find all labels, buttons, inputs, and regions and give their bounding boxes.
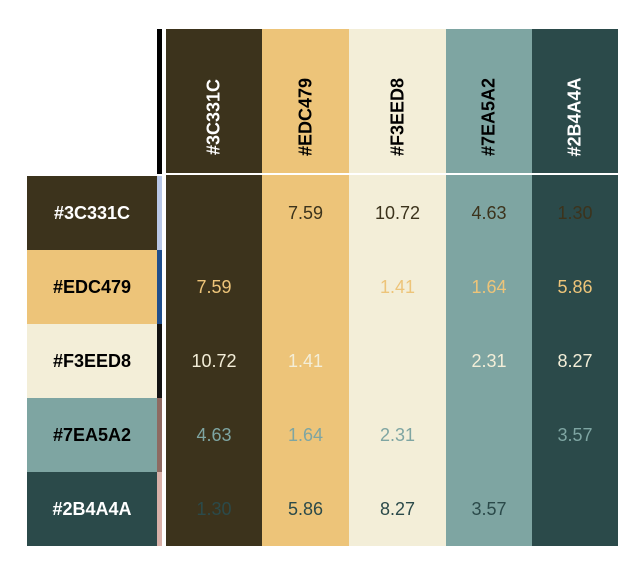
contrast-value: 10.72: [374, 202, 421, 223]
contrast-value: 10.72: [191, 350, 237, 371]
column-header: #2B4A4A: [532, 29, 618, 174]
contrast-value: 1.41: [379, 276, 416, 297]
column-header-label: #7EA5A2: [478, 77, 499, 157]
contrast-value: 1.41: [287, 350, 324, 371]
row-color-stripe: [157, 250, 162, 324]
column-background: [349, 29, 446, 546]
contrast-value: 5.86: [557, 276, 593, 297]
row-color-stripe: [157, 472, 162, 546]
header-divider-bar: [157, 29, 162, 174]
column-header: #F3EED8: [349, 29, 446, 174]
row-color-stripe: [157, 398, 162, 472]
contrast-value: 4.63: [471, 202, 507, 223]
column-background: [446, 29, 532, 546]
row-header: #F3EED8: [27, 324, 157, 398]
contrast-value: 7.59: [287, 202, 324, 223]
contrast-value: 8.27: [557, 350, 593, 371]
contrast-value: 5.86: [287, 498, 324, 519]
column-background: [166, 29, 262, 546]
contrast-value: 3.57: [557, 424, 593, 445]
column-header-label: #EDC479: [295, 77, 315, 157]
column-header: #3C331C: [166, 29, 262, 174]
column-background: [532, 29, 618, 546]
column-header: #7EA5A2: [446, 29, 532, 174]
contrast-value: 1.30: [196, 498, 232, 519]
contrast-value: 3.57: [471, 498, 507, 519]
row-header: #3C331C: [27, 176, 157, 250]
column-header-label: #2B4A4A: [564, 77, 585, 157]
contrast-value: 7.59: [196, 276, 232, 297]
contrast-value: 1.64: [287, 424, 324, 445]
row-color-stripe: [157, 176, 162, 250]
contrast-value: 1.30: [557, 202, 593, 223]
column-header-label: #3C331C: [203, 78, 224, 156]
column-header: #EDC479: [262, 29, 349, 174]
row-color-stripe: [157, 324, 162, 398]
contrast-value: 4.63: [196, 424, 232, 445]
contrast-value: 8.27: [379, 498, 416, 519]
contrast-value: 2.31: [471, 350, 507, 371]
header-separator: [162, 173, 618, 175]
column-background: [262, 29, 349, 546]
row-header: #EDC479: [27, 250, 157, 324]
column-header-label: #F3EED8: [387, 77, 407, 157]
row-header: #2B4A4A: [27, 472, 157, 546]
row-header: #7EA5A2: [27, 398, 157, 472]
contrast-value: 2.31: [379, 424, 416, 445]
contrast-value: 1.64: [471, 276, 507, 297]
